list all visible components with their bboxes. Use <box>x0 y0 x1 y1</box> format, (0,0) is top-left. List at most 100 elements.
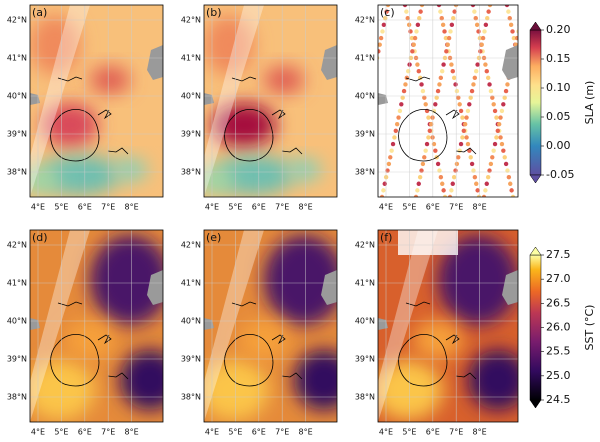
track-point <box>388 155 393 160</box>
track-point <box>490 155 495 160</box>
track-point <box>446 35 452 41</box>
track-point <box>456 95 461 100</box>
drifter-track <box>97 334 112 345</box>
track-point <box>426 115 431 120</box>
track-point <box>484 69 489 74</box>
lat-tick-label: 41°N <box>181 279 201 288</box>
panel-frame <box>377 4 519 198</box>
track-point <box>346 195 350 199</box>
track-point <box>516 29 518 34</box>
track-point <box>419 168 424 173</box>
track-point <box>504 5 510 8</box>
lon-tick-label: 7°E <box>275 428 289 437</box>
warm-water <box>204 360 269 420</box>
drifter-track <box>231 76 257 82</box>
lon-tick-label: 6°E <box>78 203 92 212</box>
drifter-track <box>455 372 477 380</box>
track-point <box>460 115 465 120</box>
track-point <box>498 135 503 140</box>
drifter-track <box>398 109 448 162</box>
warm-water <box>378 360 443 420</box>
colorbar <box>529 29 542 176</box>
track-point <box>458 141 464 147</box>
lon-tick-label: 4°E <box>205 203 219 212</box>
anomaly-high <box>30 15 80 75</box>
track-point <box>451 16 456 21</box>
track-point <box>369 82 373 86</box>
track-point <box>464 115 469 120</box>
warm-water <box>30 360 95 420</box>
lon-tick-label: 5°E <box>54 203 68 212</box>
map-panel <box>378 230 518 422</box>
track-point <box>471 168 476 173</box>
track-point <box>543 188 547 192</box>
drifter-track <box>57 76 83 82</box>
track-point <box>454 161 460 167</box>
track-point <box>486 9 491 14</box>
track-point <box>416 181 421 186</box>
track-point <box>444 49 449 54</box>
anomaly-high <box>212 103 276 147</box>
track-point <box>436 5 442 8</box>
track-point <box>409 35 415 41</box>
drifter-track <box>224 109 274 162</box>
land <box>502 270 518 305</box>
swath <box>378 230 438 422</box>
lat-tick-label: 42°N <box>355 241 375 250</box>
lon-tick-label: 6°E <box>426 203 440 212</box>
track-point <box>417 75 423 81</box>
panel-label: (c) <box>380 6 395 19</box>
track-point <box>492 108 498 114</box>
track-point <box>474 69 479 74</box>
track-point <box>392 135 397 140</box>
swath <box>30 230 90 422</box>
track-point <box>442 29 447 34</box>
map-panel <box>30 5 163 197</box>
track-point <box>420 88 426 94</box>
anomaly-high <box>204 15 254 75</box>
track-point <box>411 42 416 47</box>
track-point <box>440 181 445 186</box>
land <box>147 45 163 80</box>
track-point <box>437 82 442 87</box>
track-point <box>390 141 396 147</box>
track-point <box>451 174 457 180</box>
track-point <box>490 95 495 100</box>
colorbar-tick-label: 27.0 <box>546 272 571 285</box>
track-point <box>422 95 427 100</box>
track-point <box>473 16 478 21</box>
track-point <box>417 16 422 21</box>
track-point <box>450 181 455 186</box>
colorbar-tick-label: 0.15 <box>546 52 571 65</box>
drifter-track <box>405 301 431 307</box>
track-point <box>485 75 491 81</box>
lon-tick-label: 8°E <box>125 203 139 212</box>
track-point <box>379 194 385 197</box>
track-point <box>416 69 421 74</box>
track-point <box>423 102 428 107</box>
track-point <box>491 148 496 153</box>
track-point <box>385 5 391 8</box>
lat-tick-label: 42°N <box>7 241 27 250</box>
track-point <box>470 5 476 8</box>
track-point <box>433 148 438 153</box>
track-point <box>440 69 445 74</box>
track-point <box>449 22 455 28</box>
track-point <box>525 102 529 106</box>
anomaly-low <box>112 158 148 182</box>
track-point <box>354 155 358 159</box>
lon-tick-label: 7°E <box>449 428 463 437</box>
track-point <box>483 62 488 67</box>
drifter-track <box>271 334 286 345</box>
track-point <box>428 121 434 127</box>
track-point <box>383 16 388 21</box>
track-point <box>413 194 419 197</box>
track-point <box>402 5 408 8</box>
track-point <box>467 102 472 107</box>
track-point <box>519 16 523 20</box>
anomaly-low <box>204 166 234 194</box>
lat-tick-label: 41°N <box>7 54 27 63</box>
swath <box>204 5 264 197</box>
track-point <box>545 195 549 199</box>
swath <box>30 5 90 197</box>
